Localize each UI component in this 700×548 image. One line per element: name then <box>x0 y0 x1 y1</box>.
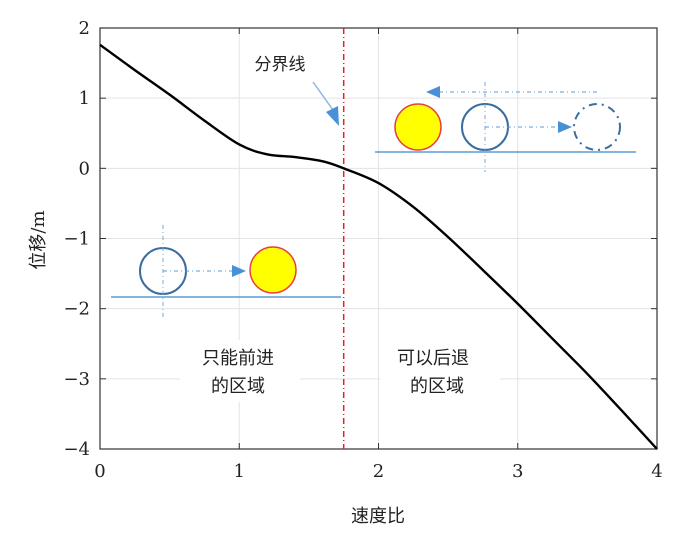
x-tick-label: 4 <box>651 461 662 482</box>
boundary-arrow-icon <box>326 106 339 126</box>
wheel-ghost-icon <box>573 103 621 151</box>
forward-illustration <box>111 225 341 318</box>
boundary-label-bg <box>240 50 320 76</box>
forward-region-line2: 的区域 <box>211 376 265 397</box>
y-tick-label: 1 <box>79 88 90 109</box>
y-tick-label: −1 <box>63 229 90 250</box>
arrow-right-icon <box>232 265 246 277</box>
x-tick-label: 2 <box>373 461 384 482</box>
boundary-label: 分界线 <box>255 55 306 75</box>
x-tick-label: 0 <box>94 461 105 482</box>
y-tick-label: 2 <box>79 18 90 39</box>
plot-frame <box>99 27 658 450</box>
x-tick-label: 1 <box>234 461 245 482</box>
series-line-displacement <box>99 43 658 450</box>
y-tick-label: −3 <box>63 369 90 390</box>
x-tick-label: 3 <box>512 461 523 482</box>
y-axis-label: 位移/m <box>28 210 49 269</box>
ball-icon <box>249 246 297 294</box>
arrow-left-icon <box>426 86 440 98</box>
reverse-region-line1: 可以后退 <box>397 348 469 369</box>
y-tick-label: −4 <box>63 439 90 460</box>
arrow-right-icon <box>558 121 572 133</box>
x-axis-label: 速度比 <box>351 506 405 527</box>
reverse-region-line2: 的区域 <box>410 376 464 397</box>
y-tick-label: −2 <box>63 299 90 320</box>
y-tick-label: 0 <box>79 158 90 179</box>
boundary-arrow-line <box>312 81 334 111</box>
reverse-illustration <box>375 82 636 172</box>
ball-icon <box>394 103 442 151</box>
forward-region-line1: 只能前进 <box>202 348 274 369</box>
